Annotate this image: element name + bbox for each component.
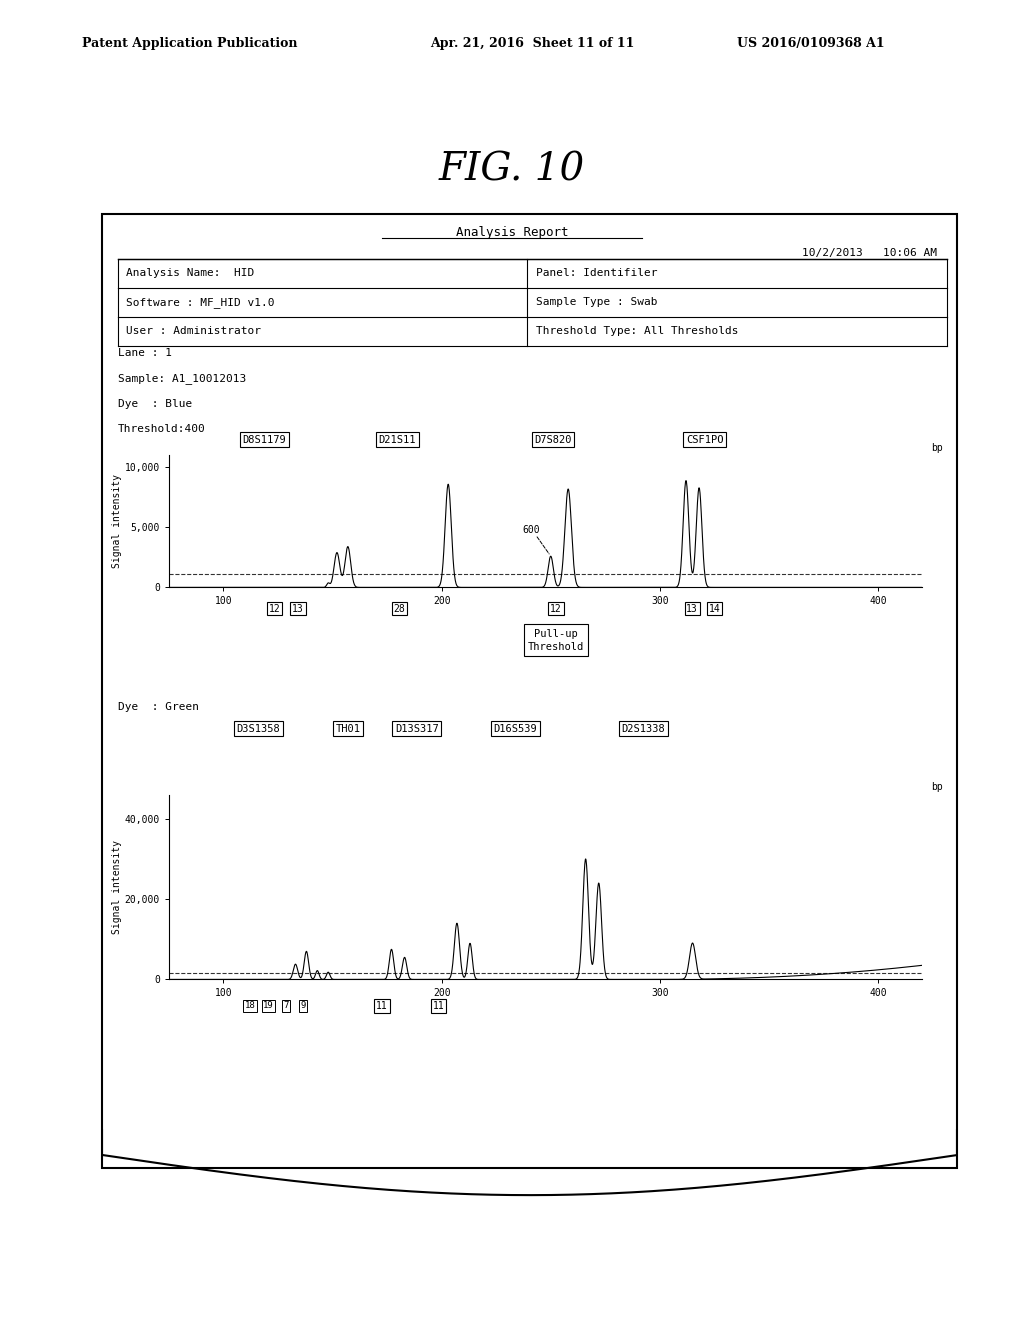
Text: D3S1358: D3S1358 bbox=[237, 723, 280, 734]
Text: Sample Type : Swab: Sample Type : Swab bbox=[536, 297, 657, 308]
Text: D8S1179: D8S1179 bbox=[243, 434, 286, 445]
Text: 13: 13 bbox=[292, 603, 304, 614]
Text: 14: 14 bbox=[709, 603, 721, 614]
Text: Analysis Name:  HID: Analysis Name: HID bbox=[126, 268, 254, 279]
Text: 12: 12 bbox=[268, 603, 281, 614]
Text: bp: bp bbox=[931, 442, 942, 453]
Text: 12: 12 bbox=[550, 603, 562, 614]
Text: US 2016/0109368 A1: US 2016/0109368 A1 bbox=[737, 37, 885, 50]
Text: Sample: A1_10012013: Sample: A1_10012013 bbox=[118, 374, 246, 384]
Text: bp: bp bbox=[931, 781, 942, 792]
Text: 13: 13 bbox=[686, 603, 698, 614]
Text: Apr. 21, 2016  Sheet 11 of 11: Apr. 21, 2016 Sheet 11 of 11 bbox=[430, 37, 635, 50]
Text: 600: 600 bbox=[522, 525, 540, 536]
Text: Threshold:400: Threshold:400 bbox=[118, 424, 206, 434]
Text: 7: 7 bbox=[283, 1002, 289, 1010]
Text: Threshold Type: All Thresholds: Threshold Type: All Thresholds bbox=[536, 326, 738, 337]
Text: 10/2/2013   10:06 AM: 10/2/2013 10:06 AM bbox=[802, 248, 937, 259]
Text: TH01: TH01 bbox=[336, 723, 360, 734]
Text: Analysis Report: Analysis Report bbox=[456, 226, 568, 239]
Text: Pull-up
Threshold: Pull-up Threshold bbox=[528, 628, 584, 652]
Text: FIG. 10: FIG. 10 bbox=[439, 152, 585, 189]
Text: 18: 18 bbox=[245, 1002, 255, 1010]
Text: CSF1PO: CSF1PO bbox=[686, 434, 723, 445]
Y-axis label: Signal intensity: Signal intensity bbox=[112, 840, 122, 935]
Text: 11: 11 bbox=[376, 1001, 388, 1011]
Text: D16S539: D16S539 bbox=[494, 723, 537, 734]
Text: Panel: Identifiler: Panel: Identifiler bbox=[536, 268, 657, 279]
Text: Lane : 1: Lane : 1 bbox=[118, 348, 172, 359]
Text: Dye  : Blue: Dye : Blue bbox=[118, 399, 193, 409]
Text: User : Administrator: User : Administrator bbox=[126, 326, 261, 337]
Text: D7S820: D7S820 bbox=[535, 434, 571, 445]
Text: Dye  : Green: Dye : Green bbox=[118, 702, 199, 713]
Text: D2S1338: D2S1338 bbox=[622, 723, 665, 734]
Text: D13S317: D13S317 bbox=[395, 723, 438, 734]
Y-axis label: Signal intensity: Signal intensity bbox=[112, 474, 122, 569]
Text: 28: 28 bbox=[393, 603, 406, 614]
Text: Software : MF_HID v1.0: Software : MF_HID v1.0 bbox=[126, 297, 274, 308]
Text: Patent Application Publication: Patent Application Publication bbox=[82, 37, 297, 50]
Text: D21S11: D21S11 bbox=[379, 434, 416, 445]
Text: 11: 11 bbox=[432, 1001, 444, 1011]
Text: 19: 19 bbox=[263, 1002, 273, 1010]
Text: 9: 9 bbox=[300, 1002, 306, 1010]
